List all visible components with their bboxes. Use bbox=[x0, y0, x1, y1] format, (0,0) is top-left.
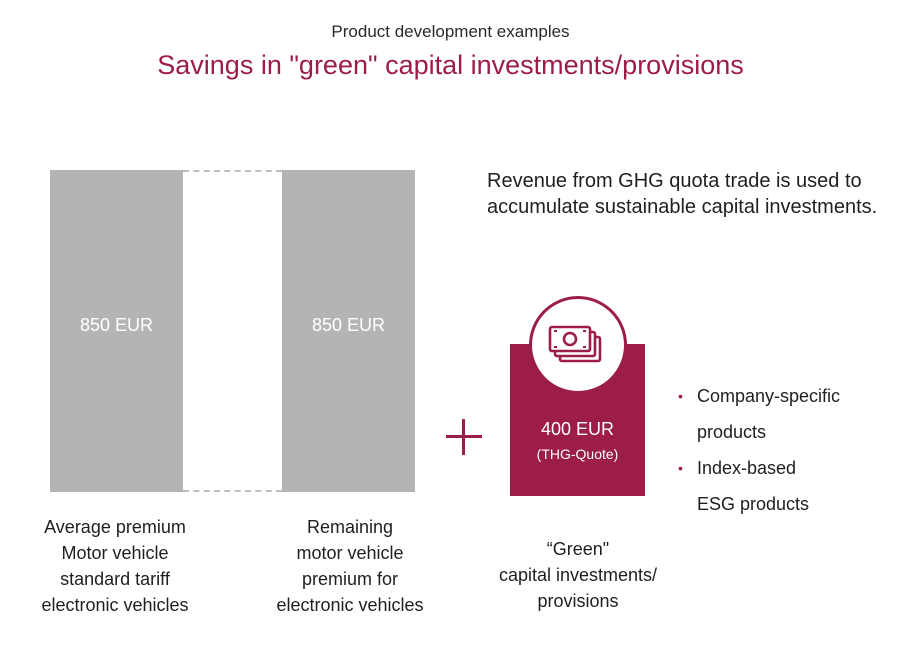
caption-line: motor vehicle bbox=[296, 543, 404, 563]
list-item: • Company-specific products bbox=[677, 378, 887, 450]
page-subtitle: Product development examples bbox=[331, 22, 570, 41]
bar-average-premium: 850 EUR bbox=[50, 170, 183, 492]
caption-line: Motor vehicle bbox=[61, 543, 169, 563]
dashed-connector-top bbox=[183, 170, 282, 172]
green-value-label: 400 EUR bbox=[540, 419, 615, 439]
caption-line: capital investments/ bbox=[498, 565, 658, 585]
bullet-dot-icon: • bbox=[678, 388, 683, 404]
green-sub-label: (THG-Quote) bbox=[536, 446, 619, 462]
bar-remaining-premium: 850 EUR bbox=[282, 170, 415, 492]
dashed-connector-bottom bbox=[183, 490, 282, 492]
bullet-dot-icon: • bbox=[678, 460, 683, 476]
caption-average-premium: Average premium Motor vehicle standard t… bbox=[20, 514, 210, 618]
bar-value-label: 850 EUR bbox=[79, 315, 154, 335]
caption-line: electronic vehicles bbox=[41, 595, 189, 615]
caption-line: standard tariff bbox=[60, 569, 170, 589]
bullet-line: ESG products bbox=[697, 494, 810, 514]
money-icon bbox=[529, 296, 627, 394]
bullet-line: Index-based bbox=[697, 458, 797, 478]
caption-remaining-premium: Remaining motor vehicle premium for elec… bbox=[255, 514, 445, 618]
bullet-line: Company-specific bbox=[697, 386, 841, 406]
caption-line: Average premium bbox=[44, 517, 186, 537]
caption-line: premium for bbox=[301, 569, 399, 589]
revenue-description: Revenue from GHG quota trade is used to … bbox=[487, 170, 878, 218]
caption-line: “Green" bbox=[546, 539, 610, 559]
bullet-line: products bbox=[697, 422, 767, 442]
caption-line: Remaining bbox=[306, 517, 394, 537]
list-item: • Index-based ESG products bbox=[677, 450, 887, 522]
page-title: Savings in "green" capital investments/p… bbox=[157, 50, 744, 80]
product-bullet-list: • Company-specific products • Index-base… bbox=[677, 378, 887, 522]
plus-icon bbox=[442, 415, 486, 459]
caption-line: provisions bbox=[537, 591, 619, 611]
caption-green-investments: “Green" capital investments/ provisions bbox=[478, 536, 678, 614]
bar-value-label: 850 EUR bbox=[311, 315, 386, 335]
caption-line: electronic vehicles bbox=[276, 595, 424, 615]
